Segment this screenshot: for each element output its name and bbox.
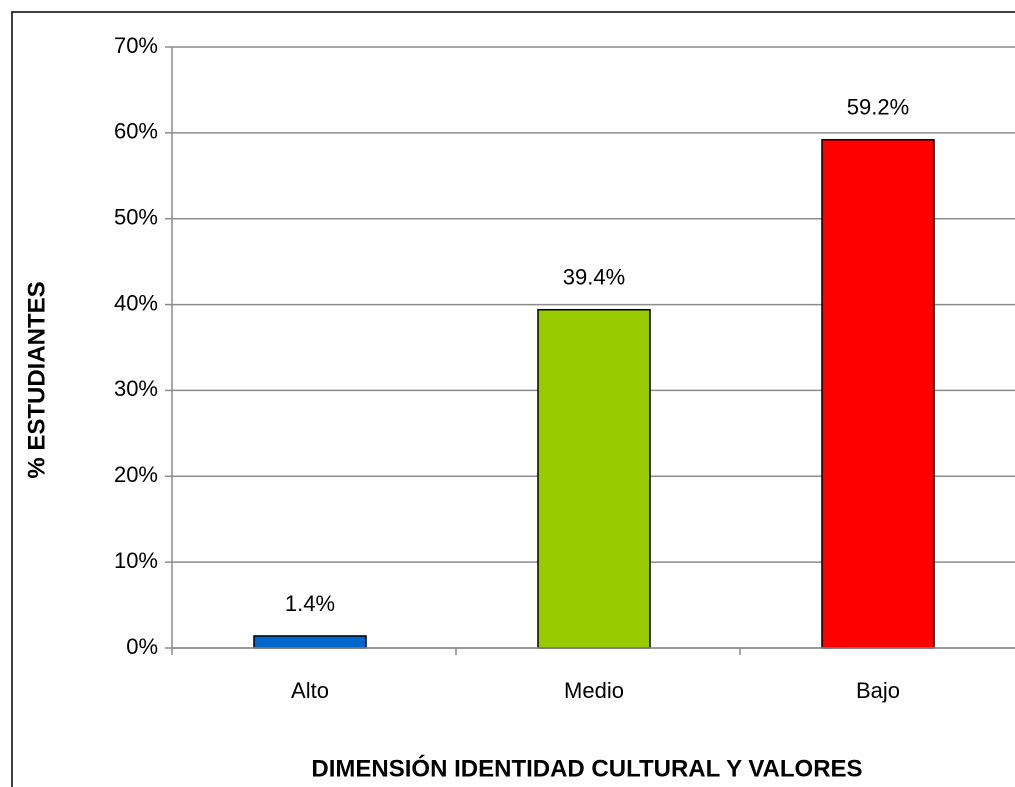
data-label: 59.2% bbox=[847, 95, 909, 120]
x-tick-label: Alto bbox=[291, 678, 329, 703]
bar bbox=[253, 635, 367, 649]
x-axis-title: DIMENSIÓN IDENTIDAD CULTURAL Y VALORES bbox=[311, 754, 862, 782]
y-tick-label: 0% bbox=[126, 634, 158, 659]
x-tick-label: Bajo bbox=[856, 678, 900, 703]
y-tick-label: 20% bbox=[114, 462, 158, 487]
data-label: 1.4% bbox=[285, 591, 335, 616]
y-tick-label: 40% bbox=[114, 290, 158, 315]
y-tick-label: 70% bbox=[114, 33, 158, 58]
y-tick-label: 30% bbox=[114, 376, 158, 401]
y-tick-label: 60% bbox=[114, 119, 158, 144]
x-tick-label: Medio bbox=[564, 678, 624, 703]
y-tick-label: 50% bbox=[114, 205, 158, 230]
data-label: 39.4% bbox=[563, 265, 625, 290]
bar bbox=[821, 138, 935, 649]
bar bbox=[537, 308, 651, 649]
y-axis-title: % ESTUDIANTES bbox=[23, 281, 50, 478]
y-tick-label: 10% bbox=[114, 548, 158, 573]
